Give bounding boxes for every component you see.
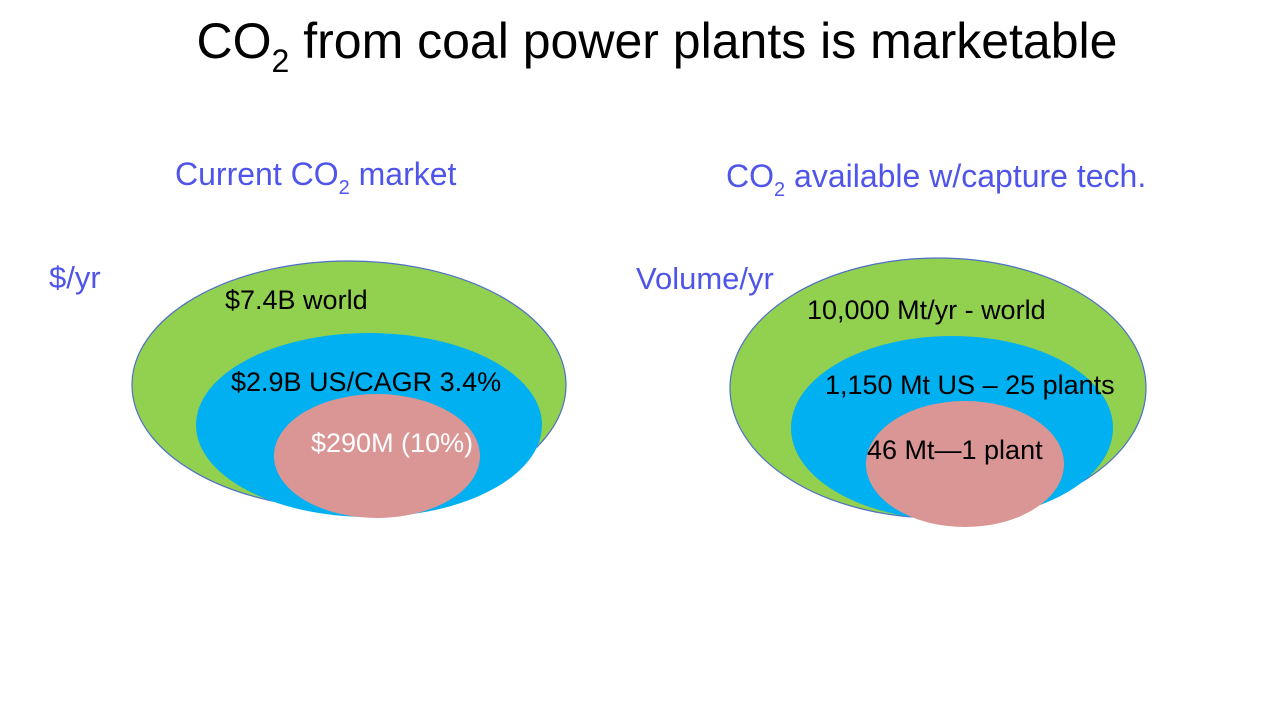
left-segment-ellipse (274, 394, 480, 518)
right-plant-label: 46 Mt—1 plant (867, 435, 1043, 465)
left-segment-label: $290M (10%) (311, 428, 474, 458)
left-us-label: $2.9B US/CAGR 3.4% (231, 367, 502, 397)
left-world-label: $7.4B world (225, 285, 368, 315)
left-panel-heading: Current CO2 market (175, 156, 457, 199)
right-panel-heading: CO2 available w/capture tech. (726, 158, 1147, 201)
right-nested-ellipses (729, 257, 1147, 527)
left-nested-ellipses (131, 260, 567, 518)
left-axis-label: $/yr (49, 260, 101, 295)
right-world-label: 10,000 Mt/yr - world (807, 295, 1046, 325)
slide-title: CO2 from coal power plants is marketable (196, 13, 1118, 79)
right-axis-label: Volume/yr (636, 261, 774, 296)
right-us-label: 1,150 Mt US – 25 plants (825, 370, 1115, 400)
right-plant-ellipse (866, 401, 1064, 527)
